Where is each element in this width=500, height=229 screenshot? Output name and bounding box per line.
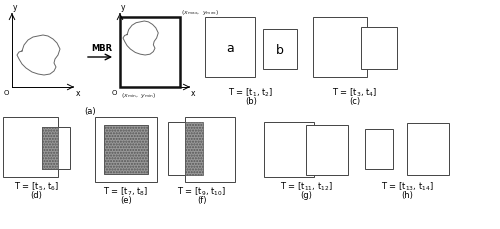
Text: b: b <box>276 43 284 56</box>
Text: (e): (e) <box>120 195 132 204</box>
Bar <box>168 123 203 175</box>
Text: T = [t$_7$, t$_8$]: T = [t$_7$, t$_8$] <box>104 185 148 198</box>
Bar <box>407 123 449 175</box>
Bar <box>365 129 393 169</box>
Bar <box>42 128 58 169</box>
Text: T = [t$_1$, t$_2$]: T = [t$_1$, t$_2$] <box>228 87 274 99</box>
Bar <box>104 125 148 174</box>
Bar <box>263 30 297 70</box>
Text: T = [t$_{13}$, t$_{14}$]: T = [t$_{13}$, t$_{14}$] <box>380 180 434 193</box>
Text: $(x_{\max},\ y_{\max})$: $(x_{\max},\ y_{\max})$ <box>181 8 220 17</box>
Text: y: y <box>13 3 18 12</box>
Bar <box>313 18 367 78</box>
Text: (g): (g) <box>300 190 312 199</box>
Bar <box>185 117 235 182</box>
Text: T = [t$_3$, t$_4$]: T = [t$_3$, t$_4$] <box>332 87 378 99</box>
Bar <box>95 117 157 182</box>
Bar <box>205 18 255 78</box>
Text: O: O <box>4 90 9 95</box>
Text: (f): (f) <box>197 195 206 204</box>
Text: O: O <box>112 90 117 95</box>
Text: (c): (c) <box>350 97 360 106</box>
Text: y: y <box>121 3 126 12</box>
Text: T = [t$_5$, t$_6$]: T = [t$_5$, t$_6$] <box>14 180 59 193</box>
Text: (a): (a) <box>84 106 96 115</box>
Bar <box>120 18 180 88</box>
Bar <box>264 123 314 177</box>
Text: MBR: MBR <box>91 44 112 53</box>
Text: T = [t$_{11}$, t$_{12}$]: T = [t$_{11}$, t$_{12}$] <box>280 180 332 193</box>
Text: (d): (d) <box>30 190 42 199</box>
Text: (h): (h) <box>401 190 413 199</box>
Bar <box>361 28 397 70</box>
Text: $(x_{\min},\ y_{\min})$: $(x_{\min},\ y_{\min})$ <box>121 91 156 100</box>
Bar <box>185 123 203 175</box>
Text: x: x <box>191 89 196 98</box>
Text: x: x <box>76 89 80 98</box>
Bar <box>306 125 348 175</box>
Text: T = [t$_9$, t$_{10}$]: T = [t$_9$, t$_{10}$] <box>177 185 226 198</box>
Bar <box>42 128 70 169</box>
Text: (b): (b) <box>245 97 257 106</box>
Bar <box>3 117 58 177</box>
Text: a: a <box>226 41 234 54</box>
